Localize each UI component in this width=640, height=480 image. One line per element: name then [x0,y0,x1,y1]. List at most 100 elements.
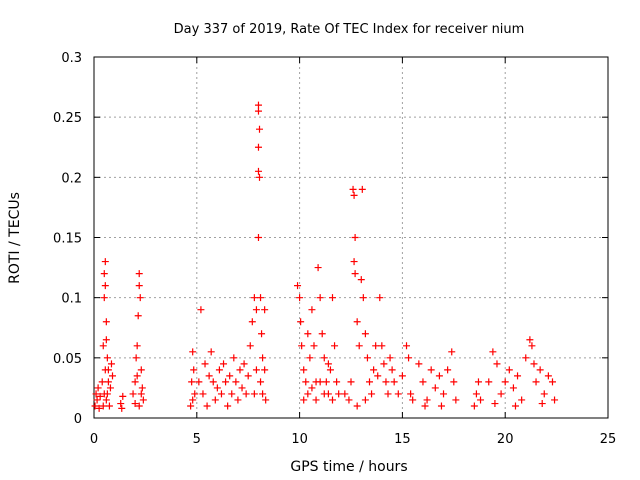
data-point [382,378,390,386]
data-point [310,342,318,350]
data-point [191,390,199,398]
data-point [211,396,219,404]
data-point [536,366,544,374]
data-point [427,366,435,374]
data-point [131,400,139,408]
data-point [322,378,330,386]
data-point [101,366,109,374]
data-point [514,372,522,380]
data-point [258,330,266,338]
data-point [215,366,223,374]
data-point [102,336,110,344]
data-point [137,366,145,374]
data-point [228,390,236,398]
data-point [526,336,534,344]
data-point [294,282,302,290]
data-point [370,366,378,374]
data-point [250,294,258,302]
data-point [448,348,456,356]
data-point [350,258,358,266]
data-point [118,404,126,412]
data-point [551,396,559,404]
data-point [238,384,246,392]
y-tick-label: 0.1 [61,292,82,307]
data-point [98,378,106,386]
data-point [361,330,369,338]
data-point [246,342,254,350]
data-point [341,390,349,398]
data-point [477,396,485,404]
data-point [308,306,316,314]
data-point [374,372,382,380]
data-point [234,396,242,404]
data-point [93,396,101,404]
data-point [316,378,324,386]
data-point [236,366,244,374]
data-point [259,354,267,362]
data-point [540,390,548,398]
x-tick-label: 15 [394,432,411,447]
data-point [452,396,460,404]
data-point [133,342,141,350]
data-point [528,342,536,350]
data-point [328,396,336,404]
data-point [366,378,374,386]
data-point [300,366,308,374]
data-point [353,402,361,410]
data-point [134,312,142,320]
data-point [347,378,355,386]
data-point [187,402,195,410]
data-point [376,294,384,302]
data-point [444,366,452,374]
data-point [304,390,312,398]
data-point [188,378,196,386]
y-tick-label: 0 [74,412,82,427]
data-point [102,396,110,404]
x-axis-label: GPS time / hours [290,459,407,475]
data-point [518,396,526,404]
y-tick-label: 0.25 [53,111,82,126]
data-point [103,390,111,398]
data-point [328,294,336,302]
data-point [209,378,217,386]
data-point [419,378,427,386]
data-point [217,390,225,398]
data-point [296,294,304,302]
data-point [306,354,314,362]
data-point [372,342,380,350]
data-point [107,360,115,368]
data-point [407,390,415,398]
data-point [95,404,103,412]
data-point [117,400,125,408]
x-tick-label: 20 [497,432,514,447]
data-point [254,101,262,109]
data-point [335,390,343,398]
data-point [252,366,260,374]
data-point [94,384,102,392]
data-point [437,402,445,410]
data-point [254,143,262,151]
y-tick-label: 0.2 [61,171,82,186]
data-point [197,306,205,314]
data-point [489,348,497,356]
data-point [470,402,478,410]
data-point [92,390,100,398]
x-tick-label: 0 [90,432,98,447]
data-point [530,360,538,368]
y-tick-label: 0.05 [53,352,82,367]
y-axis-ticks: 0 0.05 0.1 0.15 0.2 0.25 0.3 [53,51,608,427]
data-point [199,390,207,398]
data-point [431,384,439,392]
data-point [450,378,458,386]
data-point [318,330,326,338]
data-point [415,360,423,368]
data-point [353,318,361,326]
data-point [213,384,221,392]
data-point [345,396,353,404]
x-tick-label: 5 [193,432,201,447]
data-point [522,354,530,362]
data-point [256,125,264,133]
data-point [248,318,256,326]
data-point [320,354,328,362]
